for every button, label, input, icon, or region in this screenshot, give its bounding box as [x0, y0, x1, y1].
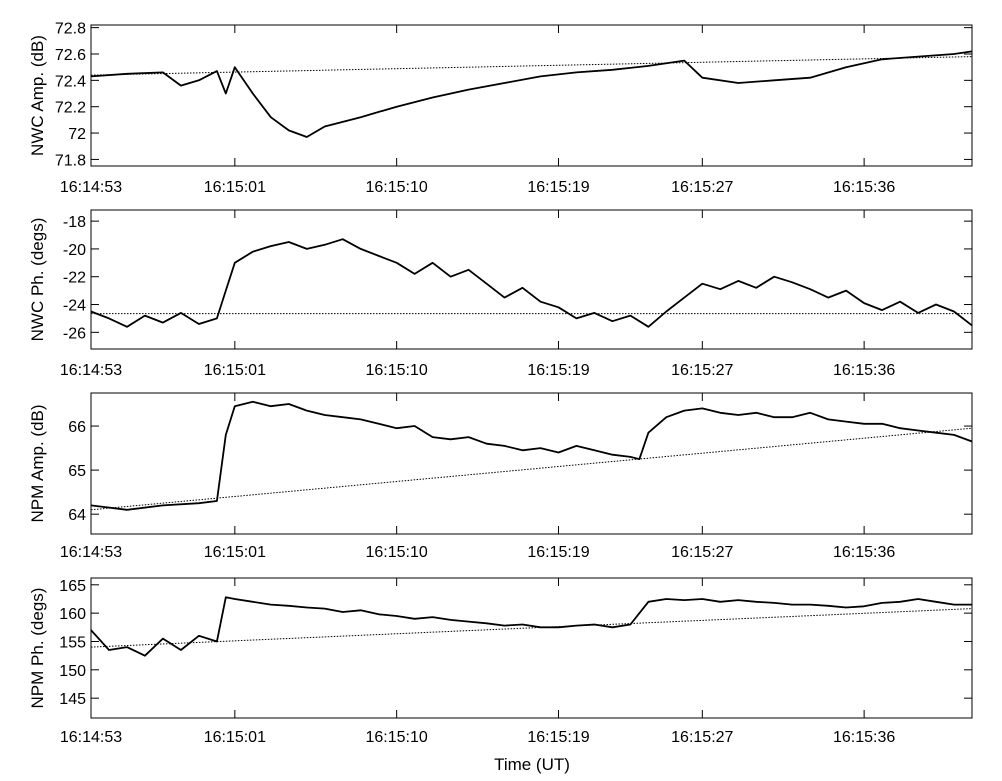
x-tick-label: 16:15:27 — [671, 729, 733, 746]
signal-series-line — [90, 596, 972, 657]
y-tick-label: 72.2 — [55, 100, 86, 117]
x-tick-label: 16:15:27 — [671, 544, 733, 561]
plot-frame — [90, 209, 973, 350]
plot-frame — [90, 392, 973, 535]
x-tick-label: 16:15:19 — [527, 729, 589, 746]
x-tick-label: 16:15:10 — [366, 179, 428, 196]
y-axis-title: NWC Amp. (dB) — [28, 35, 47, 156]
x-tick-label: 16:15:36 — [833, 544, 895, 561]
signal-series-line — [90, 238, 973, 328]
chart-panel-3: 64 65 66 16:14:53 16:15:01 16:15:10 16:15:19 16… — [28, 392, 973, 561]
y-tick-label: 72.8 — [55, 21, 86, 38]
signal-series-line — [90, 50, 973, 138]
chart-panel-4: 145 150 155 160 165 16:14:53 16:15:01 16:15:10 1… — [28, 577, 973, 746]
y-axis-title: NPM Amp. (dB) — [28, 404, 47, 522]
y-tick-label: 71.8 — [55, 152, 86, 169]
x-tick-label: 16:14:53 — [60, 729, 122, 746]
y-tick-label: 150 — [59, 663, 86, 680]
plot-frame — [90, 577, 973, 719]
y-tick-label: 66 — [68, 419, 86, 436]
x-tick-label: 16:15:01 — [204, 729, 266, 746]
plot-frame — [90, 24, 973, 167]
y-tick-label: 145 — [59, 691, 86, 708]
y-tick-label: 165 — [59, 578, 86, 595]
x-tick-label: 16:15:10 — [366, 729, 428, 746]
x-tick-label: 16:15:01 — [204, 544, 266, 561]
x-tick-label: 16:15:10 — [366, 544, 428, 561]
y-tick-label: -22 — [63, 270, 86, 287]
x-tick-label: 16:15:36 — [833, 179, 895, 196]
y-tick-label: -24 — [63, 298, 86, 315]
x-axis-title: Time (UT) — [494, 755, 570, 774]
x-tick-label: 16:14:53 — [60, 362, 122, 379]
x-tick-label: 16:15:36 — [833, 729, 895, 746]
x-tick-label: 16:15:27 — [671, 362, 733, 379]
y-tick-label: 65 — [68, 463, 86, 480]
y-tick-label: 155 — [59, 634, 86, 651]
baseline-series-line — [90, 427, 973, 511]
x-tick-label: 16:15:19 — [527, 362, 589, 379]
x-tick-label: 16:15:36 — [833, 362, 895, 379]
x-tick-label: 16:15:27 — [671, 179, 733, 196]
y-tick-label: -20 — [63, 242, 86, 259]
y-axis-title: NWC Ph. (degs) — [28, 218, 47, 342]
x-tick-label: 16:14:53 — [60, 544, 122, 561]
y-tick-label: -26 — [63, 325, 86, 342]
x-tick-label: 16:15:10 — [366, 362, 428, 379]
y-tick-label: 64 — [68, 507, 86, 524]
chart-panel-2: -26 -24 -22 -20 -18 16:14:53 16:15:01 16:15:10 1… — [28, 209, 973, 379]
x-tick-label: 16:15:01 — [204, 179, 266, 196]
y-axis-title: NPM Ph. (degs) — [28, 588, 47, 709]
x-tick-label: 16:15:19 — [527, 179, 589, 196]
y-tick-label: 72.6 — [55, 47, 86, 64]
chart-panel-1: 71.8 72 72.2 72.4 72.6 72.8 16:14:53 16:15:01 16… — [28, 21, 973, 196]
y-tick-label: -18 — [63, 214, 86, 231]
baseline-series-line — [90, 56, 973, 76]
y-tick-label: 72 — [68, 126, 86, 143]
y-tick-label: 72.4 — [55, 73, 86, 90]
x-tick-label: 16:15:01 — [204, 362, 266, 379]
signal-series-line — [90, 400, 973, 511]
x-tick-label: 16:14:53 — [60, 179, 122, 196]
x-tick-label: 16:15:19 — [527, 544, 589, 561]
y-tick-label: 160 — [59, 606, 86, 623]
